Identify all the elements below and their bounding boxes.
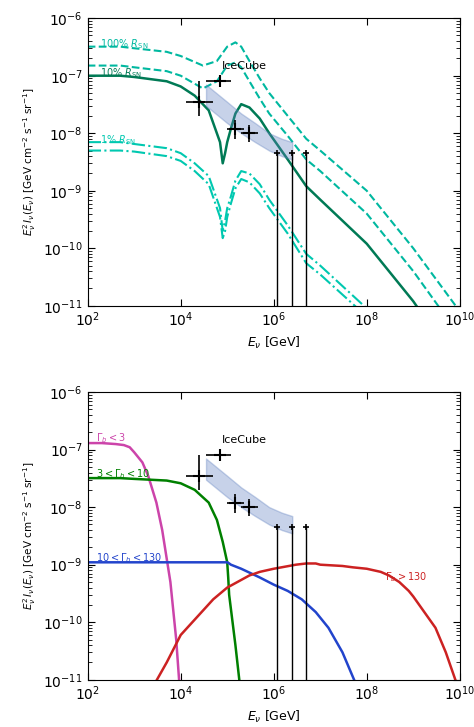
Text: $\Gamma_b < 3$: $\Gamma_b < 3$	[96, 431, 126, 445]
X-axis label: $E_\nu$ [GeV]: $E_\nu$ [GeV]	[247, 709, 301, 725]
Y-axis label: $E_\nu^2\, I_\nu(E_\nu)$ [GeV cm$^{-2}$ s$^{-1}$ sr$^{-1}$]: $E_\nu^2\, I_\nu(E_\nu)$ [GeV cm$^{-2}$ …	[21, 462, 37, 610]
Text: 1% $R_{\rm SN}$: 1% $R_{\rm SN}$	[100, 134, 136, 148]
Text: IceCube: IceCube	[221, 61, 266, 71]
Text: IceCube: IceCube	[221, 435, 266, 445]
Text: 10% $R_{\rm SN}$: 10% $R_{\rm SN}$	[100, 66, 142, 80]
Text: $3 < \Gamma_b < 10$: $3 < \Gamma_b < 10$	[96, 467, 150, 481]
Text: $10 < \Gamma_b < 130$: $10 < \Gamma_b < 130$	[96, 551, 162, 565]
Y-axis label: $E_\nu^2\, I_\nu(E_\nu)$ [GeV cm$^{-2}$ s$^{-1}$ sr$^{-1}$]: $E_\nu^2\, I_\nu(E_\nu)$ [GeV cm$^{-2}$ …	[21, 88, 37, 236]
X-axis label: $E_\nu$ [GeV]: $E_\nu$ [GeV]	[247, 335, 301, 351]
Text: $\Gamma_b > 130$: $\Gamma_b > 130$	[385, 571, 427, 585]
Text: 100% $R_{\rm SN}$: 100% $R_{\rm SN}$	[100, 38, 148, 52]
